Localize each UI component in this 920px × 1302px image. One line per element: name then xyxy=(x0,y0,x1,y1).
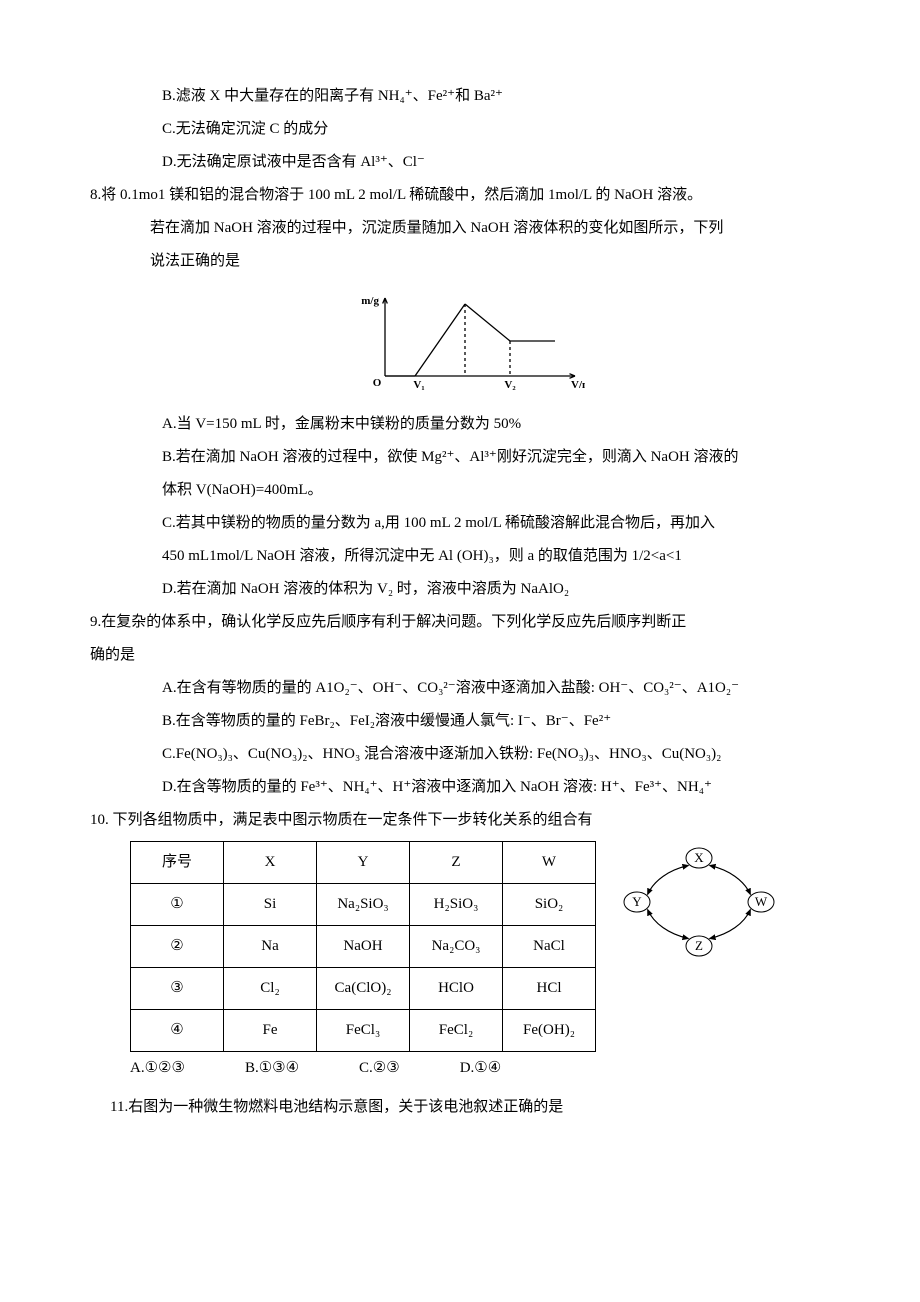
table-cell: ② xyxy=(131,926,224,968)
q7-option-b: B.滤液 X 中大量存在的阳离子有 NH₄⁺、Fe²⁺和 Ba²⁺ xyxy=(90,80,850,113)
q10-option-a: A.①②③ xyxy=(130,1052,185,1085)
table-header: 序号 xyxy=(131,842,224,884)
svg-text:O: O xyxy=(373,377,382,389)
table-cell: ③ xyxy=(131,968,224,1010)
q8-option-d: D.若在滴加 NaOH 溶液的体积为 V₂ 时，溶液中溶质为 NaAlO₂ xyxy=(90,573,850,606)
q8-graph-svg: m/g V/mL O V₁ V₂ xyxy=(355,286,585,396)
svg-text:V₂: V₂ xyxy=(504,379,516,391)
q10-stem: 10. 下列各组物质中，满足表中图示物质在一定条件下一步转化关系的组合有 xyxy=(90,804,850,837)
q9-option-a: A.在含有等物质的量的 A1O₂⁻、OH⁻、CO₃²⁻溶液中逐滴加入盐酸: OH… xyxy=(90,672,850,705)
q9-stem-line2: 确的是 xyxy=(90,639,850,672)
q8-stem-line3: 说法正确的是 xyxy=(90,245,850,278)
q10-option-b: B.①③④ xyxy=(245,1052,299,1085)
table-row: ④FeFeCl₃FeCl₂Fe(OH)₂ xyxy=(131,1010,596,1052)
table-cell: Na₂SiO₃ xyxy=(317,884,410,926)
svg-text:X: X xyxy=(694,850,704,865)
table-cell: SiO₂ xyxy=(503,884,596,926)
table-header: Y xyxy=(317,842,410,884)
table-cell: NaCl xyxy=(503,926,596,968)
table-cell: H₂SiO₃ xyxy=(410,884,503,926)
table-header: X xyxy=(224,842,317,884)
q8-option-a: A.当 V=150 mL 时，金属粉末中镁粉的质量分数为 50% xyxy=(90,408,850,441)
table-cell: Na₂CO₃ xyxy=(410,926,503,968)
q10-table: 序号XYZW ①SiNa₂SiO₃H₂SiO₃SiO₂②NaNaOHNa₂CO₃… xyxy=(130,841,596,1052)
q8-option-c-line2: 450 mL1mol/L NaOH 溶液，所得沉淀中无 Al (OH)₃，则 a… xyxy=(90,540,850,573)
q8-stem-line1: 8.将 0.1mo1 镁和铝的混合物溶于 100 mL 2 mol/L 稀硫酸中… xyxy=(90,179,850,212)
q10-option-d: D.①④ xyxy=(460,1052,501,1085)
table-cell: Fe(OH)₂ xyxy=(503,1010,596,1052)
svg-text:Y: Y xyxy=(632,894,642,909)
q8-stem-line2: 若在滴加 NaOH 溶液的过程中，沉淀质量随加入 NaOH 溶液体积的变化如图所… xyxy=(90,212,850,245)
svg-text:V₁: V₁ xyxy=(413,379,424,391)
table-header: W xyxy=(503,842,596,884)
table-cell: HClO xyxy=(410,968,503,1010)
q8-option-c-line1: C.若其中镁粉的物质的量分数为 a,用 100 mL 2 mol/L 稀硫酸溶解… xyxy=(90,507,850,540)
q11-stem: 11.右图为一种微生物燃料电池结构示意图，关于该电池叙述正确的是 xyxy=(90,1091,850,1124)
q10-cycle-diagram: X W Z Y xyxy=(614,841,784,971)
q8-option-b-line2: 体积 V(NaOH)=400mL。 xyxy=(90,474,850,507)
svg-text:W: W xyxy=(755,894,768,909)
table-cell: ④ xyxy=(131,1010,224,1052)
table-row: ①SiNa₂SiO₃H₂SiO₃SiO₂ xyxy=(131,884,596,926)
table-cell: FeCl₂ xyxy=(410,1010,503,1052)
q9-option-c: C.Fe(NO₃)₃、Cu(NO₃)₂、HNO₃ 混合溶液中逐渐加入铁粉: Fe… xyxy=(90,738,850,771)
table-cell: Na xyxy=(224,926,317,968)
q8-graph: m/g V/mL O V₁ V₂ xyxy=(90,286,850,396)
table-cell: HCl xyxy=(503,968,596,1010)
table-row: ②NaNaOHNa₂CO₃NaCl xyxy=(131,926,596,968)
svg-text:V/mL: V/mL xyxy=(571,379,585,391)
q7-option-c: C.无法确定沉淀 C 的成分 xyxy=(90,113,850,146)
q9-stem-line1: 9.在复杂的体系中，确认化学反应先后顺序有利于解决问题。下列化学反应先后顺序判断… xyxy=(90,606,850,639)
table-row: ③Cl₂Ca(ClO)₂HClOHCl xyxy=(131,968,596,1010)
table-cell: NaOH xyxy=(317,926,410,968)
table-header: Z xyxy=(410,842,503,884)
q9-option-b: B.在含等物质的量的 FeBr₂、FeI₂溶液中缓慢通人氯气: I⁻、Br⁻、F… xyxy=(90,705,850,738)
svg-text:m/g: m/g xyxy=(361,295,379,307)
table-cell: Fe xyxy=(224,1010,317,1052)
table-cell: Si xyxy=(224,884,317,926)
table-cell: Cl₂ xyxy=(224,968,317,1010)
svg-text:Z: Z xyxy=(695,938,703,953)
q8-option-b-line1: B.若在滴加 NaOH 溶液的过程中，欲使 Mg²⁺、Al³⁺刚好沉淀完全，则滴… xyxy=(90,441,850,474)
table-cell: ① xyxy=(131,884,224,926)
table-cell: Ca(ClO)₂ xyxy=(317,968,410,1010)
q10-option-c: C.②③ xyxy=(359,1052,400,1085)
q9-option-d: D.在含等物质的量的 Fe³⁺、NH₄⁺、H⁺溶液中逐滴加入 NaOH 溶液: … xyxy=(90,771,850,804)
q7-option-d: D.无法确定原试液中是否含有 Al³⁺、Cl⁻ xyxy=(90,146,850,179)
table-cell: FeCl₃ xyxy=(317,1010,410,1052)
